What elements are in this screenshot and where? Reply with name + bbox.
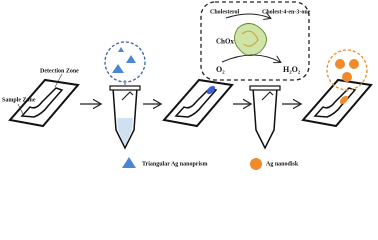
legend-label: Triangular Ag nanoprism <box>142 161 207 167</box>
test-strip <box>162 78 234 128</box>
nanoprism <box>126 55 136 63</box>
arrow <box>225 14 270 18</box>
arrow <box>221 54 280 62</box>
zoom-circle <box>326 49 368 91</box>
legend-symbol <box>122 157 136 168</box>
pointer <box>54 73 63 88</box>
nanoprism <box>118 47 124 52</box>
legend-symbol <box>250 158 262 170</box>
label: H₂O₂ <box>283 65 301 74</box>
tube <box>109 85 141 150</box>
nanodisk <box>342 72 352 82</box>
enzyme <box>234 23 267 56</box>
label: Cholesterol <box>210 9 240 15</box>
zoom-circle <box>104 41 146 83</box>
reaction-box <box>200 1 310 81</box>
label: Cholest-4-en-3-one <box>262 9 311 15</box>
label: Detection Zone <box>40 68 79 74</box>
diagram: Detection Zone Sample Zone Cholesterol C… <box>2 1 373 170</box>
tube <box>249 85 281 150</box>
test-strip <box>8 78 80 128</box>
label: Sample Zone <box>2 97 36 103</box>
label: O₂ <box>216 65 225 74</box>
test-strip <box>301 78 373 128</box>
nanodisk <box>349 59 359 69</box>
nanoprism <box>112 64 124 73</box>
nanodisk <box>335 59 345 69</box>
label: ChOx <box>216 38 234 46</box>
pointer <box>17 103 24 115</box>
legend-label: Ag nanodisk <box>266 161 299 167</box>
